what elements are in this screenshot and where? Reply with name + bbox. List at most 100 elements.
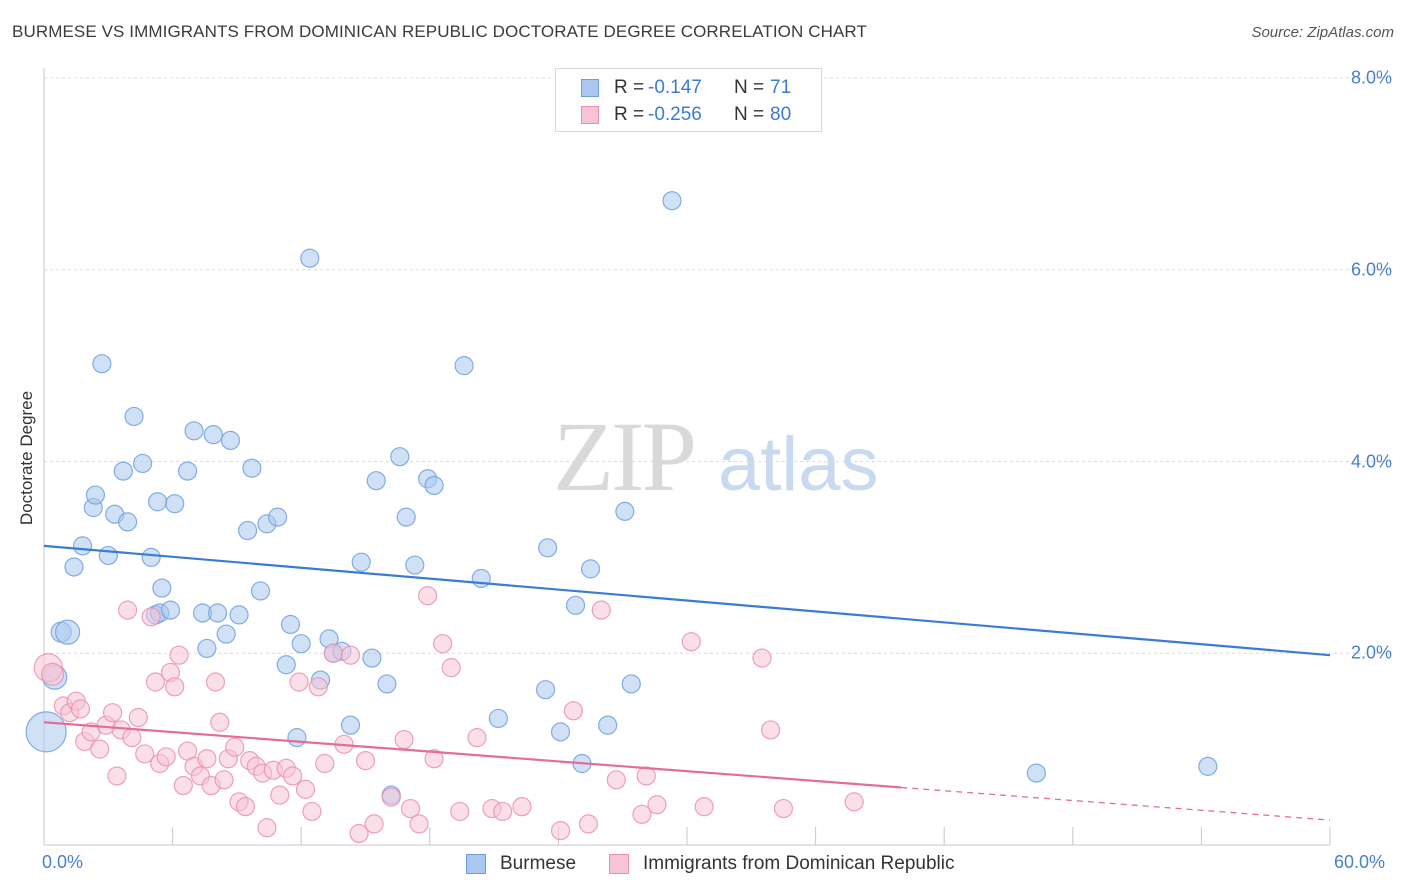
dominican-point xyxy=(107,766,127,786)
burmese-point xyxy=(160,600,181,620)
series-legend: Burmese Immigrants from Dominican Republ… xyxy=(0,852,1406,878)
dominican-point xyxy=(295,779,316,799)
dominican-point xyxy=(156,747,176,767)
burmese-point xyxy=(220,430,241,451)
burmese-point xyxy=(208,603,228,623)
burmese-point xyxy=(98,545,118,566)
dominican-point xyxy=(467,728,487,748)
burmese-point xyxy=(85,485,106,505)
dominican-point xyxy=(578,814,599,834)
burmese-point xyxy=(117,512,138,532)
source-credit: Source: ZipAtlas.com xyxy=(1251,24,1394,41)
dominican-trend-extension xyxy=(901,786,1331,821)
dominican-point xyxy=(225,737,245,757)
burmese-point xyxy=(538,538,558,558)
dominican-point xyxy=(493,801,513,822)
burmese-point xyxy=(471,568,491,589)
dominican-points xyxy=(33,586,864,844)
burmese-point xyxy=(488,708,508,729)
burmese-legend-swatch xyxy=(466,854,486,874)
dominican-point xyxy=(165,677,185,697)
dominican-point xyxy=(302,801,322,822)
burmese-point xyxy=(291,634,311,654)
watermark-zip: ZIP xyxy=(553,401,694,512)
dominican-point xyxy=(394,729,414,750)
dominican-point xyxy=(450,801,470,822)
burmese-point xyxy=(25,711,67,753)
burmese-point xyxy=(238,520,258,541)
dominican-point xyxy=(433,634,453,654)
legend-r-label: R = xyxy=(614,77,645,98)
dominican-point xyxy=(340,645,361,665)
burmese-point xyxy=(662,191,682,211)
burmese-point xyxy=(242,458,262,478)
dominican-point xyxy=(550,821,571,841)
dominican-point xyxy=(381,787,401,807)
dominican-point xyxy=(210,712,230,732)
trend-lines xyxy=(43,544,1331,821)
burmese-point xyxy=(197,638,217,659)
dominican-point xyxy=(364,814,384,834)
y-axis-label: Doctorate Degree xyxy=(17,390,36,526)
burmese-point xyxy=(280,614,301,635)
dominican-point xyxy=(308,677,328,697)
dominican-point xyxy=(141,607,161,627)
data-points xyxy=(25,191,1218,844)
burmese-point xyxy=(300,248,320,268)
dominican-point xyxy=(90,739,110,759)
burmese-point xyxy=(390,447,410,467)
burmese-point xyxy=(141,547,161,567)
dominican-point xyxy=(135,744,155,764)
burmese-point xyxy=(64,557,84,577)
correlation-legend: R = -0.147 N = 71 R = -0.256 N = 80 xyxy=(555,68,822,132)
burmese-point xyxy=(1198,756,1218,776)
dominican-point xyxy=(773,798,794,819)
dominican-point xyxy=(205,672,226,692)
legend-r-value: -0.147 xyxy=(648,77,702,98)
y-tick-label: 6.0% xyxy=(1350,259,1392,280)
burmese-point xyxy=(565,595,586,615)
burmese-point xyxy=(621,674,641,694)
burmese-point xyxy=(203,425,223,445)
burmese-point xyxy=(424,475,444,496)
x-tick-label-max: 60.0% xyxy=(1334,852,1386,872)
dominican-point xyxy=(315,753,335,774)
dominican-point xyxy=(102,703,123,723)
burmese-point xyxy=(132,453,153,474)
dominican-point xyxy=(400,798,421,819)
dominican-point xyxy=(197,749,217,769)
burmese-point xyxy=(580,559,601,579)
burmese-point xyxy=(340,715,361,735)
burmese-point xyxy=(351,552,371,572)
dominican-legend-label: Immigrants from Dominican Republic xyxy=(643,853,955,874)
dominican-point xyxy=(169,645,189,665)
dominican-point xyxy=(355,751,376,771)
chart-title: BURMESE VS IMMIGRANTS FROM DOMINICAN REP… xyxy=(12,22,867,41)
burmese-point xyxy=(535,680,556,700)
burmese-point xyxy=(92,354,112,374)
burmese-point xyxy=(276,655,296,675)
dominican-point xyxy=(760,720,781,740)
dominican-point xyxy=(117,600,138,620)
burmese-point xyxy=(550,722,571,742)
legend-r-label: R = xyxy=(614,104,645,125)
dominican-point xyxy=(694,797,714,817)
legend-n-label: N = xyxy=(734,104,765,125)
dominican-point xyxy=(409,814,429,834)
dominican-point xyxy=(122,728,142,748)
burmese-point xyxy=(178,461,198,481)
burmese-point xyxy=(165,494,185,514)
burmese-point xyxy=(184,421,204,441)
burmese-swatch xyxy=(581,79,599,97)
burmese-trend-line xyxy=(43,544,1331,657)
dominican-point xyxy=(235,797,256,817)
dominican-point xyxy=(563,701,584,721)
watermark-atlas: atlas xyxy=(718,422,879,507)
burmese-point xyxy=(229,605,249,625)
burmese-point xyxy=(366,471,386,491)
y-tick-label: 4.0% xyxy=(1350,451,1392,471)
burmese-point xyxy=(377,674,397,694)
dominican-point xyxy=(214,770,234,790)
x-tick-label-min: 0.0% xyxy=(42,852,84,872)
burmese-point xyxy=(54,619,81,645)
